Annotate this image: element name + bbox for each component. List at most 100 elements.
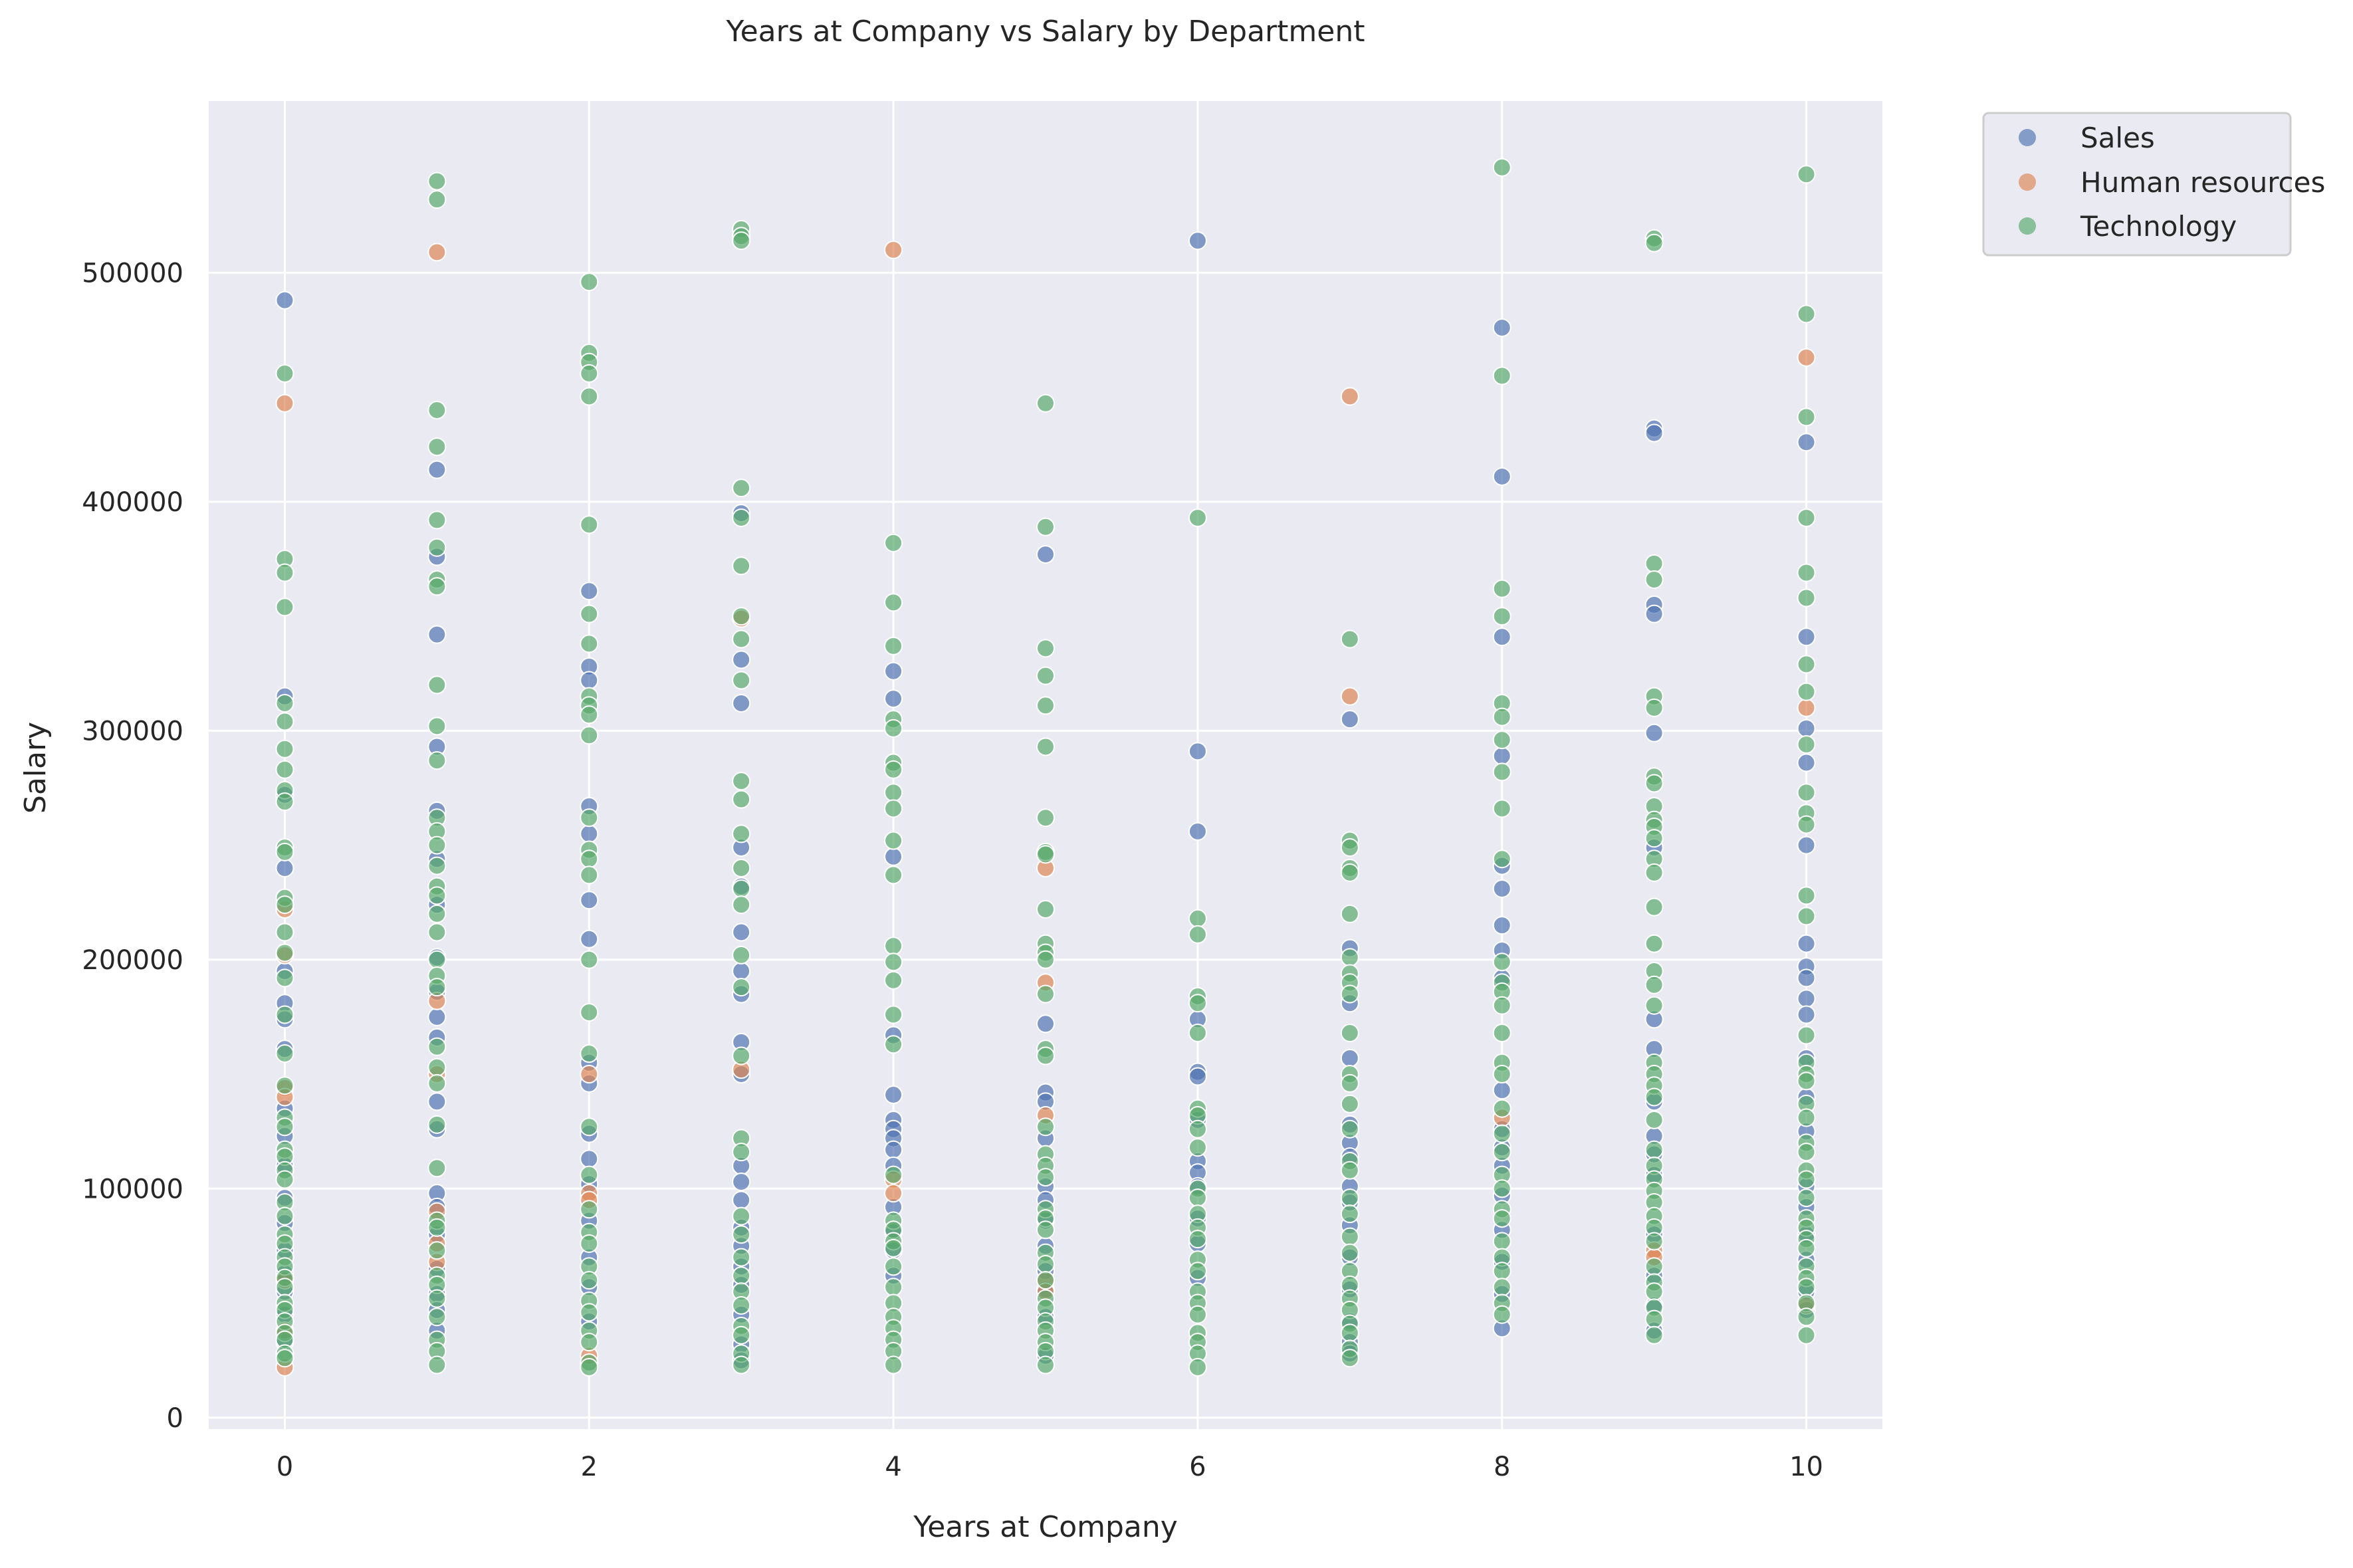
point-technology: [580, 849, 599, 869]
point-technology: [884, 760, 903, 779]
point-technology: [580, 865, 599, 885]
point-technology: [275, 1005, 294, 1024]
point-sales: [1797, 968, 1816, 988]
point-technology: [1188, 1357, 1207, 1377]
point-technology: [732, 508, 751, 527]
point-technology: [275, 712, 294, 731]
point-technology: [1036, 1355, 1055, 1375]
legend-marker-sales: [2019, 129, 2036, 146]
point-technology: [1492, 1262, 1512, 1281]
point-sales: [732, 650, 751, 669]
point-technology: [1644, 774, 1664, 793]
point-human-resources: [580, 1065, 599, 1084]
point-sales: [1492, 1081, 1512, 1100]
point-technology: [1492, 1099, 1512, 1118]
point-technology: [427, 1073, 447, 1093]
point-technology: [732, 1325, 751, 1345]
point-technology: [275, 693, 294, 713]
point-technology: [1188, 1119, 1207, 1139]
point-technology: [1797, 1143, 1816, 1162]
point-technology: [1340, 1227, 1359, 1246]
point-sales: [275, 859, 294, 878]
point-sales: [580, 582, 599, 601]
point-technology: [732, 607, 751, 626]
point-technology: [427, 978, 447, 997]
point-technology: [427, 886, 447, 905]
point-technology: [1492, 1278, 1512, 1297]
point-technology: [1188, 909, 1207, 928]
x-tick-label: 8: [1494, 1452, 1510, 1482]
point-technology: [884, 970, 903, 990]
point-technology: [427, 923, 447, 942]
point-technology: [1492, 1232, 1512, 1251]
point-technology: [1492, 1143, 1512, 1162]
point-technology: [732, 790, 751, 809]
point-technology: [1036, 808, 1055, 828]
point-technology: [1036, 666, 1055, 685]
point-sales: [1492, 746, 1512, 766]
point-technology: [884, 1257, 903, 1276]
point-technology: [884, 799, 903, 818]
point-technology: [427, 538, 447, 557]
legend-item-technology: Technology: [2019, 210, 2237, 243]
point-technology: [580, 1117, 599, 1137]
point-technology: [884, 1355, 903, 1375]
point-technology: [1340, 904, 1359, 923]
point-technology: [427, 190, 447, 209]
point-technology: [1188, 1188, 1207, 1208]
chart-title: Years at Company vs Salary by Department: [726, 15, 1365, 49]
point-technology: [1797, 1026, 1816, 1045]
point-technology: [732, 824, 751, 843]
point-technology: [1797, 1278, 1816, 1297]
point-technology: [1036, 517, 1055, 536]
point-technology: [1644, 975, 1664, 994]
point-sales: [1797, 836, 1816, 855]
point-technology: [580, 273, 599, 292]
point-technology: [732, 1143, 751, 1162]
point-sales: [1644, 723, 1664, 742]
point-technology: [732, 479, 751, 498]
point-technology: [1797, 1238, 1816, 1258]
point-human-resources: [1797, 698, 1816, 717]
point-technology: [1340, 984, 1359, 1004]
point-technology: [1340, 1243, 1359, 1262]
point-technology: [1036, 1046, 1055, 1065]
point-technology: [580, 950, 599, 969]
point-technology: [427, 950, 447, 969]
point-technology: [884, 1035, 903, 1054]
point-technology: [275, 943, 294, 962]
point-technology: [1036, 1271, 1055, 1290]
point-sales: [580, 671, 599, 690]
point-technology: [1188, 1262, 1207, 1281]
point-sales: [884, 661, 903, 681]
point-technology: [1340, 1188, 1359, 1208]
point-technology: [1644, 934, 1664, 953]
point-technology: [427, 1058, 447, 1077]
point-technology: [275, 739, 294, 758]
point-technology: [1644, 996, 1664, 1015]
point-technology: [1340, 1204, 1359, 1224]
point-technology: [580, 1165, 599, 1184]
point-technology: [1644, 1309, 1664, 1329]
point-technology: [580, 808, 599, 828]
point-technology: [1797, 1325, 1816, 1345]
point-sales: [732, 962, 751, 981]
point-technology: [427, 856, 447, 875]
point-technology: [1188, 1305, 1207, 1324]
point-technology: [1036, 984, 1055, 1004]
point-human-resources: [884, 1184, 903, 1203]
point-technology: [427, 675, 447, 695]
point-human-resources: [884, 240, 903, 259]
point-technology: [1188, 508, 1207, 527]
point-technology: [1036, 393, 1055, 413]
point-technology: [1492, 607, 1512, 626]
point-technology: [1644, 698, 1664, 717]
point-technology: [732, 772, 751, 791]
point-sales: [1797, 719, 1816, 738]
point-technology: [1492, 952, 1512, 972]
point-technology: [1644, 1325, 1664, 1345]
point-sales: [580, 1149, 599, 1169]
point-technology: [1644, 1087, 1664, 1107]
point-sales: [580, 824, 599, 843]
point-technology: [1340, 1119, 1359, 1139]
